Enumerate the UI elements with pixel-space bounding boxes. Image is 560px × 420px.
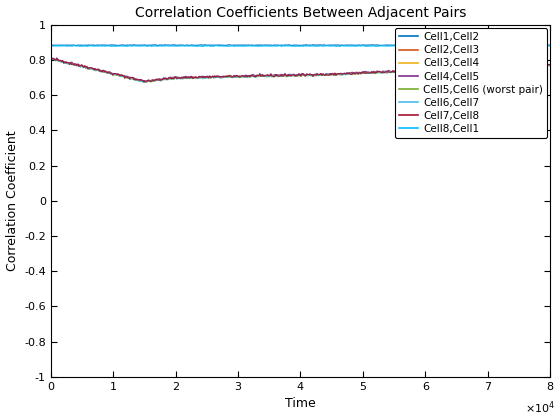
Cell5,Cell6 (worst pair) [346,71,352,76]
Cell7,Cell8 [547,63,553,68]
Cell5,Cell6 (worst pair) [48,57,54,62]
Y-axis label: Correlation Coefficient: Correlation Coefficient [6,131,18,271]
Cell4,Cell5 [319,72,325,77]
Line: Cell4,Cell5: Cell4,Cell5 [51,58,550,82]
Cell6,Cell7 [48,57,54,62]
Cell8,Cell1 [319,43,325,48]
Cell7,Cell8 [288,73,295,78]
Cell6,Cell7 [459,67,465,72]
Cell2,Cell3 [346,71,352,76]
Cell7,Cell8 [286,73,292,78]
Cell6,Cell7 [50,56,57,61]
Cell5,Cell6 (worst pair) [142,80,149,85]
Cell8,Cell1 [547,43,553,48]
Cell3,Cell4 [536,62,543,67]
Line: Cell6,Cell7: Cell6,Cell7 [51,58,550,82]
Cell6,Cell7 [547,63,553,68]
Cell2,Cell3 [319,72,325,77]
Line: Cell1,Cell2: Cell1,Cell2 [51,45,550,46]
Cell3,Cell4 [142,79,149,84]
Title: Correlation Coefficients Between Adjacent Pairs: Correlation Coefficients Between Adjacen… [135,5,466,20]
Cell8,Cell1 [288,44,295,49]
Cell1,Cell2 [459,42,465,47]
Legend: Cell1,Cell2, Cell2,Cell3, Cell3,Cell4, Cell4,Cell5, Cell5,Cell6 (worst pair), Ce: Cell1,Cell2, Cell2,Cell3, Cell3,Cell4, C… [395,28,547,138]
Text: $\times10^4$: $\times10^4$ [525,400,555,416]
Cell2,Cell3 [48,56,54,61]
Cell7,Cell8 [319,73,325,78]
Cell1,Cell2 [302,42,309,47]
Cell7,Cell8 [141,79,147,84]
Cell2,Cell3 [547,63,553,68]
Cell3,Cell4 [319,73,325,78]
Cell5,Cell6 (worst pair) [547,63,553,68]
X-axis label: Time: Time [285,397,316,410]
Cell5,Cell6 (worst pair) [458,66,464,71]
Cell1,Cell2 [536,42,543,47]
Line: Cell8,Cell1: Cell8,Cell1 [51,45,550,47]
Cell4,Cell5 [346,71,352,76]
Cell1,Cell2 [286,42,292,47]
Cell6,Cell7 [536,63,543,68]
Cell6,Cell7 [290,74,296,79]
Cell2,Cell3 [288,73,295,78]
Cell2,Cell3 [536,63,543,68]
Cell4,Cell5 [458,66,464,71]
Cell3,Cell4 [458,66,464,71]
Line: Cell3,Cell4: Cell3,Cell4 [51,58,550,81]
Cell3,Cell4 [288,72,295,77]
Cell7,Cell8 [48,55,54,60]
Cell3,Cell4 [286,73,292,78]
Line: Cell7,Cell8: Cell7,Cell8 [51,58,550,82]
Cell5,Cell6 (worst pair) [288,74,295,79]
Cell8,Cell1 [346,43,352,48]
Cell6,Cell7 [347,71,353,76]
Cell2,Cell3 [142,80,148,85]
Cell2,Cell3 [458,66,464,71]
Line: Cell5,Cell6 (worst pair): Cell5,Cell6 (worst pair) [51,59,550,82]
Cell8,Cell1 [286,43,292,48]
Cell8,Cell1 [458,43,464,48]
Cell4,Cell5 [142,79,149,84]
Cell1,Cell2 [288,43,295,48]
Cell1,Cell2 [48,42,54,47]
Cell8,Cell1 [148,44,155,49]
Cell1,Cell2 [193,43,200,48]
Cell7,Cell8 [346,71,352,76]
Cell5,Cell6 (worst pair) [536,63,543,68]
Cell4,Cell5 [288,72,295,77]
Cell4,Cell5 [536,62,543,67]
Cell3,Cell4 [346,71,352,76]
Cell5,Cell6 (worst pair) [319,73,325,78]
Cell3,Cell4 [48,56,54,61]
Cell6,Cell7 [287,73,293,78]
Cell8,Cell1 [48,43,54,48]
Cell6,Cell7 [142,80,148,85]
Cell8,Cell1 [536,43,543,48]
Cell7,Cell8 [536,61,543,66]
Cell1,Cell2 [547,42,553,47]
Cell4,Cell5 [547,62,553,67]
Cell4,Cell5 [48,55,54,60]
Cell1,Cell2 [347,42,353,47]
Cell7,Cell8 [458,66,464,71]
Cell1,Cell2 [320,42,326,47]
Cell3,Cell4 [547,62,553,67]
Cell6,Cell7 [320,72,326,77]
Cell2,Cell3 [286,73,292,78]
Cell8,Cell1 [501,43,507,48]
Cell4,Cell5 [286,72,292,77]
Line: Cell2,Cell3: Cell2,Cell3 [51,58,550,82]
Cell5,Cell6 (worst pair) [286,74,292,79]
